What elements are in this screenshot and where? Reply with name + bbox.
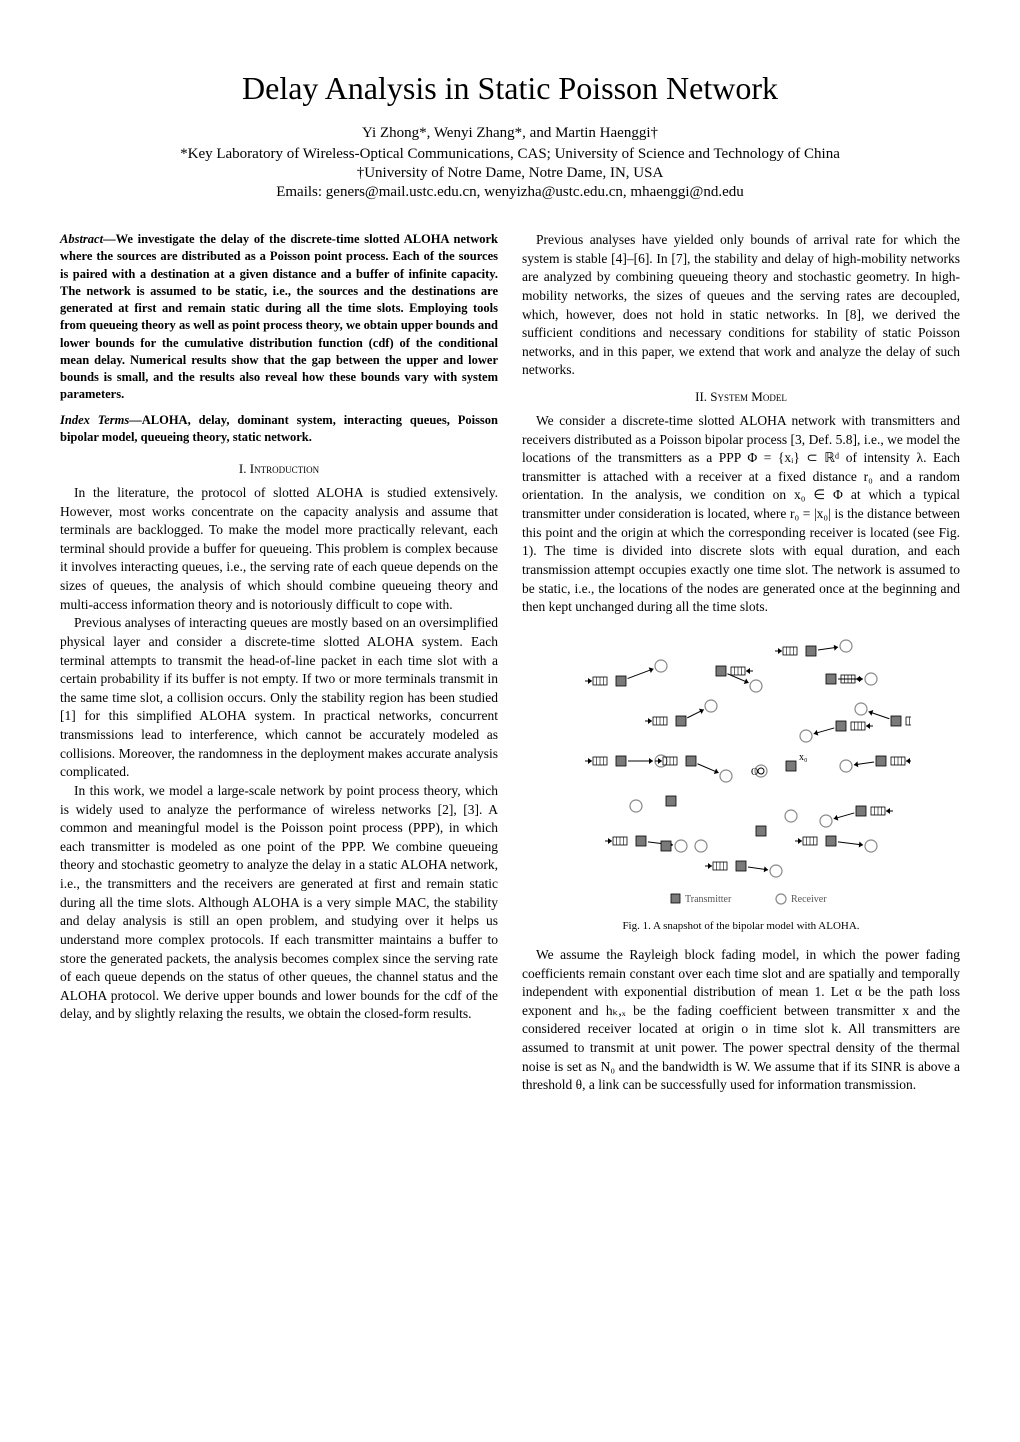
col1-para-2: Previous analyses of interacting queues … (60, 614, 498, 782)
bipolar-diagram: x₀ O Transmitter Receiver (571, 631, 911, 911)
col2-para-3: We assume the Rayleigh block fading mode… (522, 946, 960, 1095)
svg-text:Receiver: Receiver (791, 894, 827, 905)
svg-text:O: O (751, 767, 758, 778)
affiliation-2: †University of Notre Dame, Notre Dame, I… (60, 165, 960, 182)
right-column: Previous analyses have yielded only boun… (522, 231, 960, 1095)
svg-text:Transmitter: Transmitter (685, 894, 732, 905)
index-terms: Index Terms—ALOHA, delay, dominant syste… (60, 412, 498, 447)
col1-para-3: In this work, we model a large-scale net… (60, 782, 498, 1024)
index-terms-label: Index Terms (60, 413, 129, 427)
paper-title: Delay Analysis in Static Poisson Network (60, 70, 960, 107)
affiliation-1: *Key Laboratory of Wireless-Optical Comm… (60, 146, 960, 163)
col1-para-1: In the literature, the protocol of slott… (60, 484, 498, 614)
section-1-heading: I. Introduction (60, 460, 498, 478)
abstract: Abstract—We investigate the delay of the… (60, 231, 498, 404)
two-column-layout: Abstract—We investigate the delay of the… (60, 231, 960, 1095)
abstract-label: Abstract (60, 232, 103, 246)
authors: Yi Zhong*, Wenyi Zhang*, and Martin Haen… (60, 125, 960, 142)
section-2-heading: II. System Model (522, 388, 960, 406)
abstract-text: —We investigate the delay of the discret… (60, 232, 498, 401)
col2-para-2: We consider a discrete-time slotted ALOH… (522, 412, 960, 617)
left-column: Abstract—We investigate the delay of the… (60, 231, 498, 1095)
figure-1: x₀ O Transmitter Receiver (522, 631, 960, 911)
figure-1-caption: Fig. 1. A snapshot of the bipolar model … (522, 919, 960, 934)
col2-para-1: Previous analyses have yielded only boun… (522, 231, 960, 380)
emails: Emails: geners@mail.ustc.edu.cn, wenyizh… (60, 184, 960, 201)
svg-text:x₀: x₀ (799, 752, 808, 763)
